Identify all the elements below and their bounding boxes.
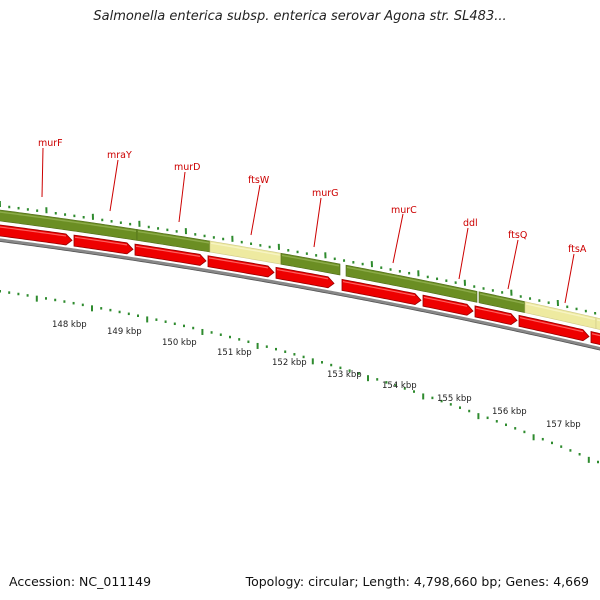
feature-highlight	[281, 254, 340, 267]
kbp-label: 154 kbp	[382, 381, 417, 391]
leader-line	[458, 227, 469, 280]
inner-tick-track	[0, 290, 599, 464]
gene-arrow	[0, 224, 73, 246]
kbp-label: 156 kbp	[492, 407, 527, 417]
feature-highlight	[0, 211, 137, 232]
kbp-label: 155 kbp	[437, 394, 472, 404]
leader-line	[313, 197, 322, 248]
gene-labels[interactable]: murF mraY murD ftsW murG murC ddl ftsQ ftsA	[38, 138, 587, 255]
topology-value: circular	[308, 574, 355, 589]
kbp-label: 157 kbp	[546, 420, 581, 430]
accession-info: Accession: NC_011149	[9, 574, 151, 589]
gene-arrow-track[interactable]	[0, 224, 600, 346]
gene-label[interactable]: murF	[38, 138, 63, 149]
gene-label-leaders	[41, 147, 575, 304]
gene-label[interactable]: murC	[391, 205, 417, 216]
gene-arrow-highlight	[0, 226, 67, 237]
gene-label[interactable]: ftsW	[248, 175, 270, 186]
genome-summary: Topology: circular; Length: 4,798,660 bp…	[245, 574, 589, 589]
gene-arrow-highlight	[423, 296, 468, 307]
feature-highlight	[137, 230, 210, 244]
genome-backbone-shadow	[0, 241, 600, 351]
kbp-label: 148 kbp	[52, 320, 87, 330]
outer-tick-track	[0, 200, 597, 315]
kbp-label: 149 kbp	[107, 327, 142, 337]
length-value: 4,798,660 bp	[413, 574, 498, 589]
leader-line	[178, 171, 186, 223]
kbp-scale-labels: 148 kbp 149 kbp 150 kbp 151 kbp 152 kbp 153 k…	[52, 320, 581, 430]
genome-backbone	[0, 238, 600, 351]
leader-line	[41, 147, 44, 198]
gene-label[interactable]: ftsA	[568, 244, 587, 255]
map-title: Salmonella enterica subsp. enterica sero…	[93, 9, 507, 24]
feature-highlight	[479, 293, 525, 305]
feature-highlight	[346, 266, 477, 294]
length-label: Length:	[362, 574, 410, 589]
gene-arrow-highlight	[519, 316, 584, 333]
feature-highlight	[210, 242, 281, 256]
gene-arrow-highlight	[74, 236, 128, 246]
gene-label[interactable]: mraY	[107, 150, 132, 161]
genes-label: Genes:	[505, 574, 550, 589]
leader-line	[250, 184, 261, 236]
feature-green	[345, 264, 478, 303]
leader-line	[109, 159, 119, 212]
feature-green	[280, 252, 341, 276]
backbone-track	[0, 238, 600, 351]
gene-label[interactable]: murD	[174, 162, 201, 173]
leader-line	[507, 239, 519, 290]
topology-label: Topology:	[245, 574, 305, 589]
kbp-label: 152 kbp	[272, 358, 307, 368]
feature-bar-track[interactable]	[0, 209, 600, 332]
leader-line	[392, 213, 404, 264]
gene-label[interactable]: ftsQ	[508, 230, 527, 241]
genes-value: 4,669	[553, 574, 589, 589]
gene-arrow-highlight	[276, 268, 329, 280]
gene-arrow-highlight	[135, 245, 201, 257]
gene-arrow-highlight	[591, 333, 600, 337]
kbp-label: 151 kbp	[217, 348, 252, 358]
leader-line	[564, 253, 575, 304]
accession-value: NC_011149	[79, 574, 152, 589]
gene-label[interactable]: ddl	[463, 218, 478, 229]
kbp-label: 150 kbp	[162, 338, 197, 348]
kbp-label: 153 kbp	[327, 370, 362, 380]
gene-arrow-highlight	[475, 307, 512, 317]
gene-arrow-highlight	[342, 281, 416, 297]
gene-label[interactable]: murG	[312, 188, 339, 199]
feature-highlight	[525, 303, 596, 321]
feature-highlight	[596, 319, 600, 322]
gene-arrow-highlight	[208, 257, 269, 269]
accession-label: Accession:	[9, 574, 76, 589]
